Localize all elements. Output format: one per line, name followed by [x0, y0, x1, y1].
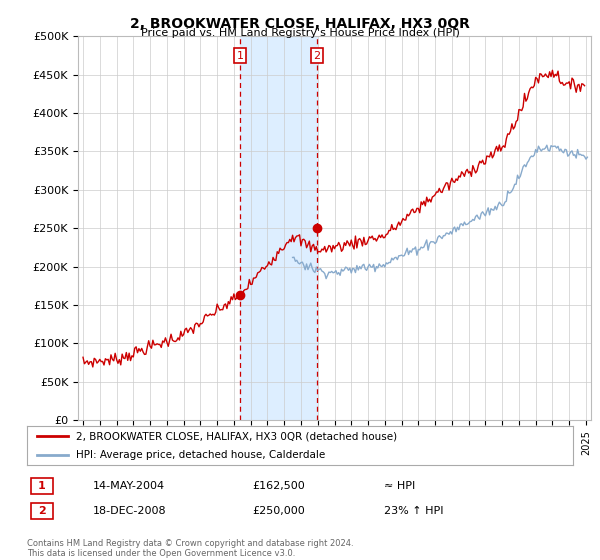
Text: £250,000: £250,000: [252, 506, 305, 516]
Text: 18-DEC-2008: 18-DEC-2008: [93, 506, 167, 516]
Text: 1: 1: [236, 50, 244, 60]
Text: 2: 2: [314, 50, 320, 60]
Text: Contains HM Land Registry data © Crown copyright and database right 2024.
This d: Contains HM Land Registry data © Crown c…: [27, 539, 353, 558]
Text: HPI: Average price, detached house, Calderdale: HPI: Average price, detached house, Cald…: [76, 450, 325, 460]
Text: Price paid vs. HM Land Registry's House Price Index (HPI): Price paid vs. HM Land Registry's House …: [140, 28, 460, 38]
Bar: [240, 36, 317, 420]
Text: 2, BROOKWATER CLOSE, HALIFAX, HX3 0QR (detached house): 2, BROOKWATER CLOSE, HALIFAX, HX3 0QR (d…: [76, 431, 397, 441]
Text: 2, BROOKWATER CLOSE, HALIFAX, HX3 0QR: 2, BROOKWATER CLOSE, HALIFAX, HX3 0QR: [130, 17, 470, 31]
Text: 23% ↑ HPI: 23% ↑ HPI: [384, 506, 443, 516]
Text: 2: 2: [38, 506, 46, 516]
Text: ≈ HPI: ≈ HPI: [384, 481, 415, 491]
Text: 1: 1: [38, 481, 46, 491]
Text: 14-MAY-2004: 14-MAY-2004: [93, 481, 165, 491]
Text: £162,500: £162,500: [252, 481, 305, 491]
